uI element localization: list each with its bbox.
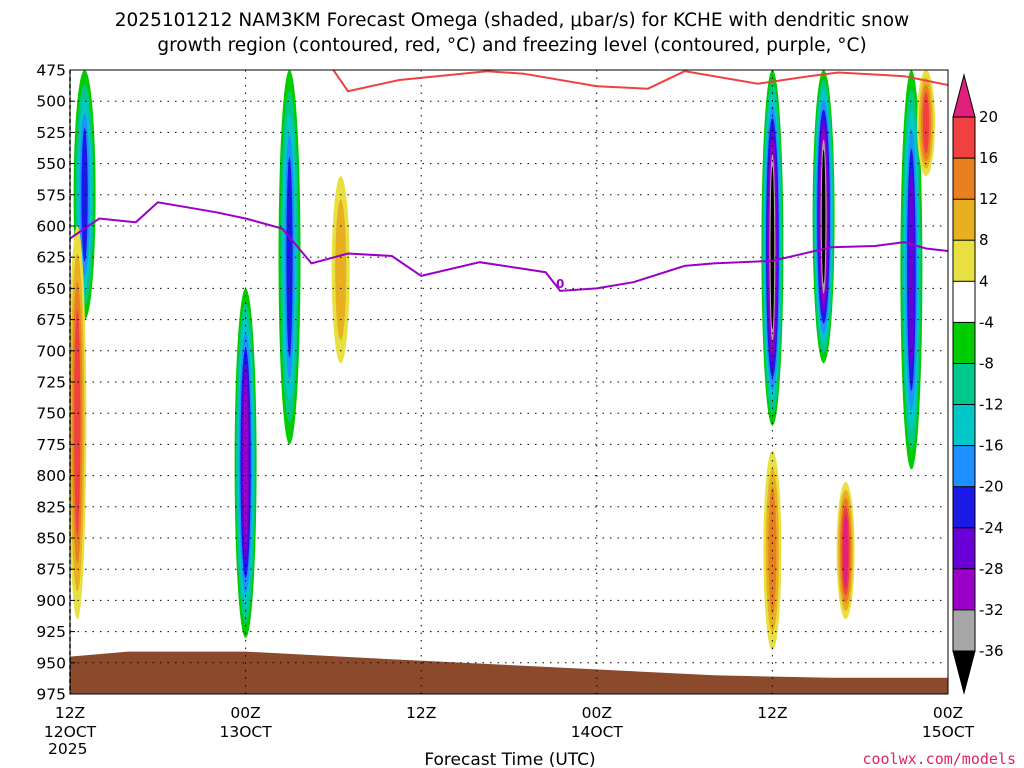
x-tick-date: 15OCT (922, 723, 975, 741)
y-tick-label: 575 (36, 186, 66, 204)
x-tick-time: 12Z (757, 704, 787, 722)
omega-contour-2-4 (286, 156, 293, 358)
x-tick-time: 12Z (406, 704, 436, 722)
x-tick-time: 00Z (582, 704, 612, 722)
colorbar-swatch (952, 527, 976, 570)
y-tick-label: 975 (36, 686, 66, 704)
y-tick-label: 650 (36, 280, 66, 298)
y-tick-label: 600 (36, 218, 66, 236)
x-tick-time: 12Z (55, 704, 85, 722)
dgz-contour-line (332, 70, 948, 93)
credit-text: coolwx.com/models (862, 750, 1016, 768)
colorbar-tick-label: -28 (979, 560, 1004, 578)
colorbar-swatch (952, 198, 976, 242)
colorbar-tick-label: -16 (979, 437, 1004, 455)
colorbar-tick-label: 12 (979, 190, 998, 208)
colorbar-tick-label: -24 (979, 519, 1004, 537)
colorbar-tick-label: -20 (979, 478, 1004, 496)
colorbar-swatch (952, 486, 976, 529)
y-tick-label: 500 (36, 93, 66, 111)
colorbar-max-arrow (952, 73, 976, 118)
plot-area: -12 0 475 500 525 550 575 600 625 650 675 700 725 750… (36, 57, 975, 759)
y-tick-label: 475 (36, 62, 66, 80)
colorbar-min-arrow (952, 650, 976, 695)
colorbar-swatch (952, 363, 976, 406)
y-tick-label: 775 (36, 436, 66, 454)
y-tick-label: 725 (36, 374, 66, 392)
omega-contour-9-4 (843, 513, 849, 588)
colorbar-swatch (952, 568, 976, 611)
omega-contour-5-5 (908, 168, 915, 372)
x-tick-date: 12OCT (44, 723, 97, 741)
y-tick-label: 925 (36, 623, 66, 641)
y-tick-label: 950 (36, 654, 66, 672)
omega-contour-0-4 (81, 127, 88, 262)
colorbar-tick-label: -36 (979, 642, 1004, 660)
x-tick-year: 2025 (48, 740, 87, 758)
colorbar-swatch (952, 239, 976, 283)
colorbar-swatch (952, 404, 976, 447)
terrain-fill (70, 651, 948, 694)
y-tick-label: 900 (36, 592, 66, 610)
colorbar-swatch (952, 609, 976, 653)
y-tick-label: 525 (36, 124, 66, 142)
y-tick-label: 750 (36, 405, 66, 423)
x-tick-date: 13OCT (219, 723, 272, 741)
y-tick-label: 800 (36, 467, 66, 485)
colorbar-tick-label: -8 (979, 355, 994, 373)
colorbar-swatch (952, 157, 976, 201)
colorbar-swatch (952, 321, 976, 365)
colorbar-tick-label: 4 (979, 272, 989, 290)
colorbar-tick-label: 20 (979, 108, 998, 126)
colorbar-swatch (952, 116, 976, 160)
freezing-contour-line (70, 201, 948, 292)
x-tick-time: 00Z (230, 704, 260, 722)
y-tick-label: 850 (36, 530, 66, 548)
chart-title-line2: growth region (contoured, red, °C) and f… (157, 35, 866, 56)
omega-contour-4-8 (821, 149, 826, 284)
colorbar-swatch (952, 445, 976, 488)
y-tick-label: 675 (36, 311, 66, 329)
y-tick-label: 700 (36, 342, 66, 360)
freezing-contour-label: 0 (556, 277, 564, 291)
omega-contour-6-3 (74, 309, 81, 536)
y-tick-label: 625 (36, 249, 66, 267)
colorbar-swatch (952, 280, 976, 324)
y-tick-label: 550 (36, 155, 66, 173)
dgz-contour-label: -12 (674, 57, 696, 71)
omega-contour-10-3 (922, 92, 930, 154)
x-tick-date: 14OCT (571, 723, 624, 741)
y-tick-label: 875 (36, 561, 66, 579)
colorbar-tick-label: -4 (979, 313, 994, 331)
colorbar: 20 16 12 8 4 -4 -8 -12 -16 -20 -24 -28 -32 -36 (952, 73, 1004, 695)
omega-contour-3-8 (770, 166, 775, 330)
colorbar-tick-label: -12 (979, 396, 1004, 414)
colorbar-tick-label: -32 (979, 601, 1004, 619)
x-tick-time: 00Z (933, 704, 963, 722)
omega-contour-1-6 (243, 378, 248, 549)
plot-fields: -12 0 (70, 57, 948, 694)
y-tick-label: 825 (36, 498, 66, 516)
x-axis-label: Forecast Time (UTC) (424, 750, 595, 768)
chart-title-line1: 2025101212 NAM3KM Forecast Omega (shaded… (115, 10, 909, 31)
colorbar-tick-label: 8 (979, 231, 989, 249)
omega-contour-7-1 (335, 199, 347, 340)
colorbar-tick-label: 16 (979, 149, 998, 167)
